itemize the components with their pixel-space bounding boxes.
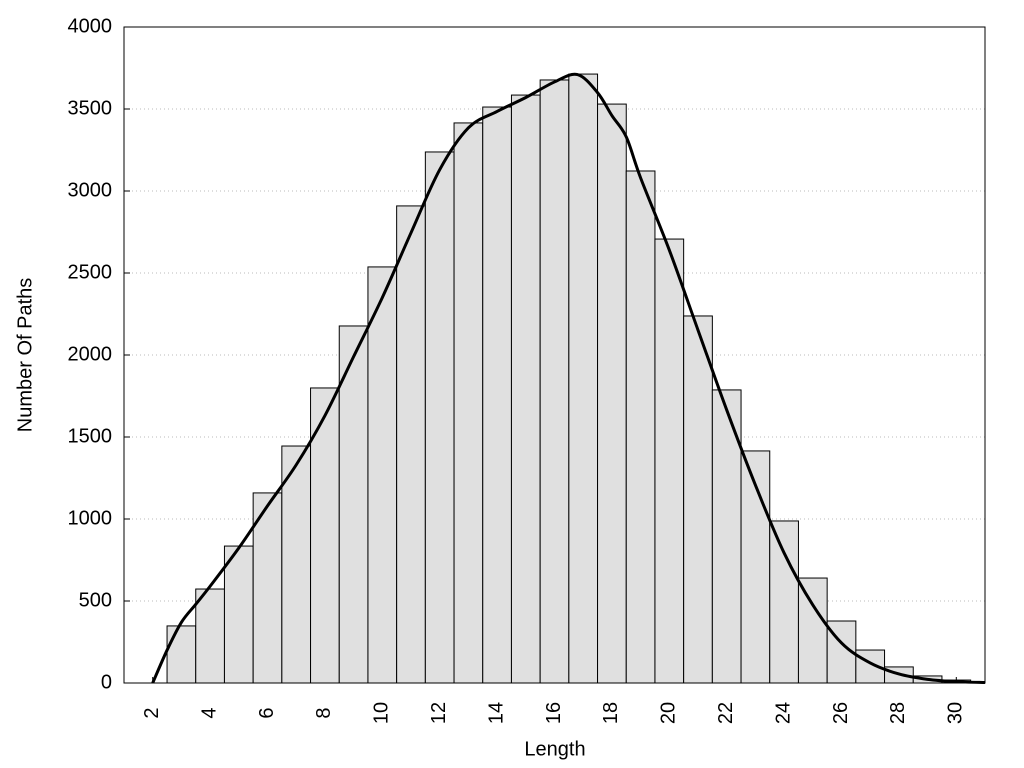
bar — [396, 205, 426, 684]
bar — [166, 625, 197, 684]
y-tick-label: 2500 — [68, 261, 113, 283]
y-tick-label: 1000 — [68, 507, 113, 529]
bar — [510, 94, 541, 684]
bar — [223, 545, 254, 684]
x-tick-label: 24 — [772, 702, 794, 724]
x-tick-label: 12 — [428, 702, 450, 724]
x-tick-label: 10 — [371, 702, 393, 724]
x-tick-label: 30 — [945, 702, 967, 724]
bar — [252, 492, 283, 684]
x-tick-label: 4 — [198, 707, 220, 718]
x-axis-label: Length — [524, 738, 585, 760]
bar — [338, 325, 369, 684]
y-tick-label: 500 — [79, 589, 112, 611]
bar — [625, 170, 656, 684]
bar — [797, 577, 828, 684]
bar — [281, 445, 312, 684]
x-tick-label: 14 — [485, 702, 507, 724]
x-tick-label: 20 — [658, 702, 680, 724]
x-tick-label: 28 — [887, 702, 909, 724]
x-tick-label: 26 — [830, 702, 852, 724]
bar — [424, 151, 455, 684]
bar — [683, 315, 713, 684]
y-tick-label: 3000 — [68, 179, 113, 201]
y-tick-label: 4000 — [68, 15, 113, 37]
bar — [195, 588, 225, 684]
x-tick-label: 18 — [600, 702, 622, 724]
bar — [310, 387, 340, 684]
x-tick-label: 8 — [313, 707, 335, 718]
bar — [367, 266, 398, 684]
density-curve — [151, 72, 986, 685]
bar — [482, 106, 512, 684]
y-tick-label: 0 — [101, 671, 112, 693]
bar — [568, 73, 599, 684]
bar — [654, 238, 685, 684]
x-tick-label: 6 — [256, 707, 278, 718]
x-tick-label: 16 — [543, 702, 565, 724]
x-tick-label: 22 — [715, 702, 737, 724]
y-axis-label: Number Of Paths — [14, 278, 36, 433]
bar — [597, 103, 627, 684]
x-tick-label: 2 — [141, 707, 163, 718]
bar — [539, 79, 570, 684]
plot-frame — [123, 26, 986, 684]
bar — [769, 520, 799, 684]
y-tick-label: 2000 — [68, 343, 113, 365]
y-tick-label: 3500 — [68, 97, 113, 119]
bar — [740, 450, 771, 684]
y-tick-label: 1500 — [68, 425, 113, 447]
bar — [453, 122, 484, 684]
